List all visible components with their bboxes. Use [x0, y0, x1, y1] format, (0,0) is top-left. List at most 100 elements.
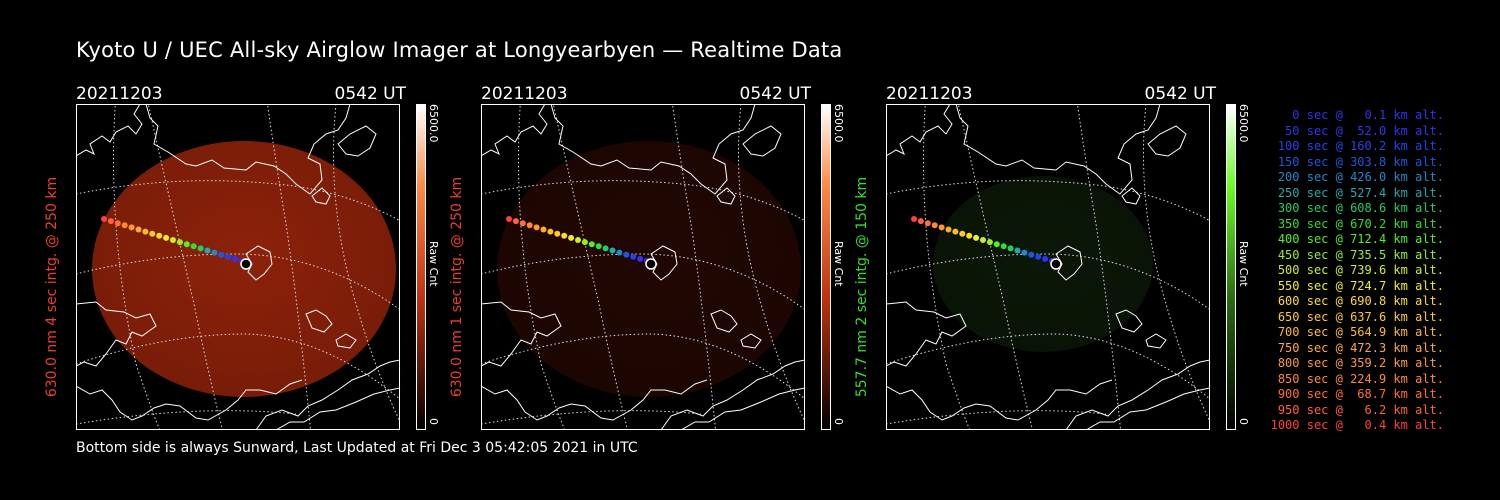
grid-line: [957, 104, 1034, 430]
track-point: [156, 232, 163, 239]
track-point: [1021, 249, 1028, 256]
track-point: [142, 228, 149, 235]
all-sky-image: [76, 104, 400, 430]
grid-line: [481, 410, 702, 425]
colorbar-unit-label: Raw Cnt: [1237, 241, 1250, 287]
track-point: [630, 253, 637, 260]
panel-wavelength-label: 630.0 nm 1 sec intg. @ 250 km: [449, 176, 465, 398]
legend-row: 1000 sec @ 0.4 km alt.: [1270, 418, 1444, 432]
track-point: [1028, 251, 1035, 258]
airglow-panel-630-4s: 20211203 0542 UT 630.0 nm 4 sec intg. @ …: [44, 84, 440, 430]
track-point: [623, 251, 630, 258]
legend-row: 400 sec @ 712.4 km alt.: [1277, 232, 1444, 246]
colorbar-min-label: 0: [832, 418, 845, 425]
track-point: [135, 226, 142, 233]
airglow-image: [933, 176, 1153, 352]
colorbar: [416, 104, 426, 430]
track-point: [952, 228, 959, 235]
track-point: [931, 222, 938, 229]
coastline: [275, 387, 400, 430]
track-point: [973, 234, 980, 241]
legend-row: 650 sec @ 637.6 km alt.: [1277, 309, 1444, 324]
track-point: [506, 216, 512, 222]
track-point: [547, 228, 554, 235]
track-point: [561, 232, 568, 239]
coastline: [311, 187, 331, 205]
track-point: [588, 241, 595, 248]
coastline: [337, 125, 377, 157]
track-point: [1007, 245, 1014, 252]
track-point: [121, 222, 128, 229]
track-point: [190, 243, 197, 250]
track-point: [581, 239, 588, 246]
grid-line: [481, 253, 805, 311]
coastline: [886, 379, 1113, 421]
track-point: [225, 253, 232, 260]
track-point: [197, 245, 204, 252]
legend-row: 250 sec @ 527.4 km alt.: [1277, 185, 1444, 200]
coastline: [740, 333, 762, 349]
grid-line: [76, 253, 400, 311]
grid-line: [886, 180, 1210, 222]
track-point: [568, 234, 575, 241]
track-point: [540, 226, 547, 233]
grid-line: [552, 104, 629, 430]
track-point: [128, 224, 135, 231]
coastline: [1145, 333, 1167, 349]
coastline: [76, 379, 303, 421]
colorbar: [1226, 104, 1236, 430]
panel-wavelength-label: 557.7 nm 2 sec intg. @ 150 km: [854, 176, 870, 398]
track-point: [176, 239, 183, 246]
coastline: [1121, 187, 1141, 205]
coastline: [1147, 125, 1187, 157]
track-point: [218, 251, 225, 258]
legend-row: 300 sec @ 608.6 km alt.: [1277, 201, 1444, 215]
track-point: [554, 230, 561, 237]
track-point: [101, 216, 107, 222]
track-point: [966, 232, 973, 239]
station-marker: [1050, 258, 1062, 270]
grid-line: [886, 333, 1210, 400]
coastline: [1085, 387, 1210, 430]
coastline: [481, 104, 548, 157]
grid-line: [147, 104, 224, 430]
track-point: [637, 255, 644, 262]
coastline: [660, 359, 805, 430]
legend-row: 900 sec @ 68.7 km alt.: [1277, 387, 1444, 401]
legend-row: 800 sec @ 359.2 km alt.: [1277, 356, 1444, 370]
airglow-panel-557: 20211203 0542 UT 557.7 nm 2 sec intg. @ …: [854, 84, 1250, 430]
panel-wavelength-label: 630.0 nm 4 sec intg. @ 250 km: [44, 176, 60, 398]
track-point: [602, 245, 609, 252]
station-marker: [645, 258, 657, 270]
grid-line: [76, 410, 297, 425]
all-sky-image: [886, 104, 1210, 430]
track-point: [616, 249, 623, 256]
track-point: [924, 220, 931, 227]
image-frame: [481, 104, 805, 430]
legend-row: 600 sec @ 690.8 km alt.: [1277, 294, 1444, 308]
track-point: [163, 234, 170, 241]
track-point: [183, 241, 190, 248]
track-point: [945, 226, 952, 233]
legend-row: 500 sec @ 739.6 km alt.: [1277, 263, 1444, 277]
track-point: [959, 230, 966, 237]
legend-row: 150 sec @ 303.8 km alt.: [1277, 154, 1444, 169]
track-point: [980, 237, 986, 243]
legend-row: 950 sec @ 6.2 km alt.: [1277, 402, 1444, 417]
track-point: [938, 224, 945, 231]
legend-row: 350 sec @ 670.2 km alt.: [1277, 216, 1444, 231]
track-point: [575, 237, 581, 243]
coastline: [255, 359, 400, 430]
panel-date: 20211203: [481, 84, 568, 104]
image-frame: [76, 104, 400, 430]
panel-time: 0542 UT: [334, 84, 407, 104]
coastline: [886, 104, 953, 157]
coastline: [716, 187, 736, 205]
track-point: [1000, 243, 1007, 250]
image-frame: [886, 104, 1210, 430]
coastline: [886, 301, 967, 367]
grid-line: [76, 180, 400, 222]
track-point: [533, 224, 540, 231]
track-point: [993, 241, 1000, 248]
track-point: [986, 239, 993, 246]
